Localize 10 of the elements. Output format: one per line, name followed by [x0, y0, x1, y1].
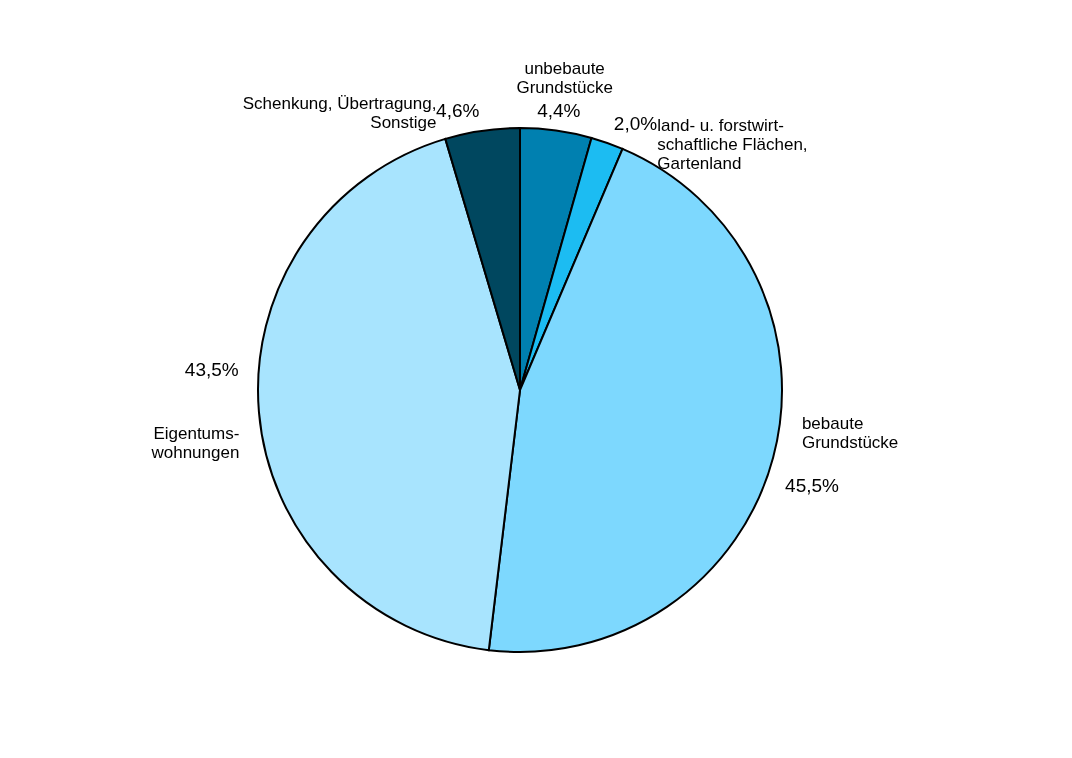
data-label: 43,5% — [184, 358, 239, 380]
data-label: 4,4% — [537, 99, 581, 121]
data-label: 2,0% — [613, 113, 658, 135]
slice-label: bebaute Grundstücke — [801, 414, 899, 453]
slice-label: Schenkung, Übertragung, Sonstige — [242, 93, 437, 132]
slice-label: land- u. forstwirt- schaftliche Flächen, Gartenland — [657, 115, 808, 173]
slice-label: Eigentums- wohnungen — [150, 423, 240, 462]
data-label: 4,6% — [436, 99, 480, 121]
slice-label: unbebaute Grundstücke — [516, 59, 613, 98]
data-label: 45,5% — [785, 475, 840, 497]
